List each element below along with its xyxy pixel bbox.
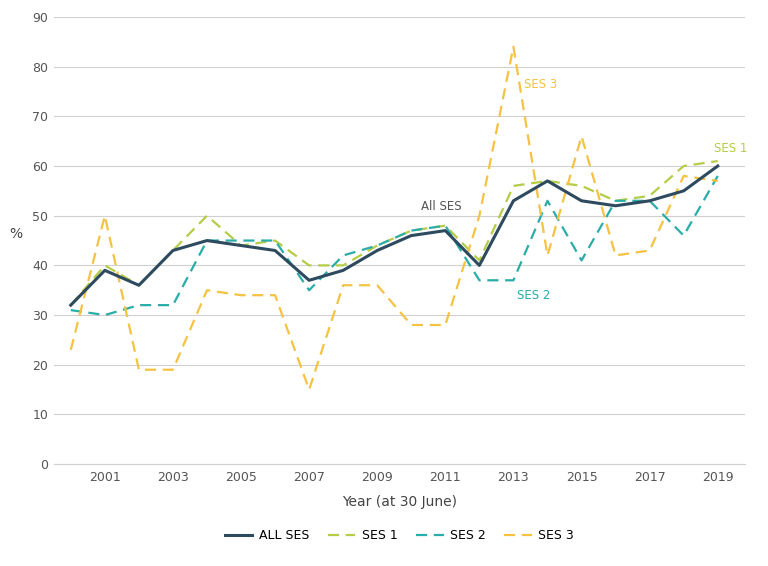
Text: SES 1: SES 1: [714, 142, 748, 155]
Legend: ALL SES, SES 1, SES 2, SES 3: ALL SES, SES 1, SES 2, SES 3: [220, 524, 579, 547]
Text: All SES: All SES: [422, 200, 462, 213]
Y-axis label: %: %: [9, 226, 22, 241]
Text: SES 2: SES 2: [517, 289, 550, 302]
Text: SES 3: SES 3: [524, 78, 557, 91]
X-axis label: Year (at 30 June): Year (at 30 June): [342, 495, 457, 509]
